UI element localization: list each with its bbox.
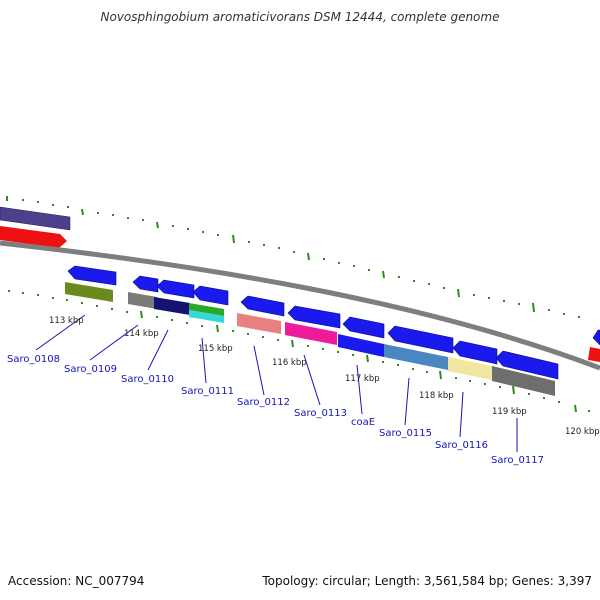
cyan-gene-block[interactable] [189,310,224,323]
gene-label-saro-0109[interactable]: Saro_0109 [64,364,117,375]
olive-gene-block[interactable] [65,282,113,302]
tick-label: 113 kbp [49,316,84,326]
salmon-gene-block[interactable] [237,313,281,334]
gene-arrow-saro-0112[interactable] [240,295,285,317]
genome-backbone [0,240,600,371]
magenta-gene-block[interactable] [285,322,337,345]
grey-gene-block-left[interactable] [128,292,157,309]
blue-gene-block[interactable] [338,334,384,357]
tick-label: 118 kbp [419,391,454,401]
gene-arrow-saro-0108[interactable] [67,265,117,286]
gene-arrow-saro-0110b[interactable] [156,279,195,299]
tick-label: 119 kbp [492,407,527,417]
gene-arrow-saro-0115[interactable] [387,325,454,354]
tick-labels: 113 kbp 114 kbp 115 kbp 116 kbp 117 kbp … [49,316,600,437]
gene-arrow-saro-0117[interactable] [495,350,559,380]
gene-arrow-saro-0113[interactable] [287,305,341,329]
tick-label: 115 kbp [198,344,233,354]
gene-label-saro-0115[interactable]: Saro_0115 [379,428,432,439]
gene-label-saro-0116[interactable]: Saro_0116 [435,440,488,451]
navy-gene-block[interactable] [154,297,190,315]
map-title: Novosphingobium aromaticivorans DSM 1244… [100,10,500,24]
gene-label-saro-0111[interactable]: Saro_0111 [181,386,234,397]
accession-text: Accession: NC_007794 [8,574,145,588]
tick-label: 120 kbp [565,427,600,437]
gene-arrow-edge[interactable] [592,329,600,346]
gene-labels: Saro_0108 Saro_0109 Saro_0110 Saro_0111 … [7,354,544,466]
gene-label-saro-0108[interactable]: Saro_0108 [7,354,60,365]
label-leader-lines [35,314,518,452]
gene-label-saro-0113[interactable]: Saro_0113 [294,408,347,419]
khaki-gene-block[interactable] [448,357,492,380]
red-edge-block[interactable] [588,347,600,362]
gene-label-saro-0112[interactable]: Saro_0112 [237,397,290,408]
gene-arrow-saro-0116[interactable] [452,340,498,365]
outer-dots [22,199,580,318]
tick-label: 114 kbp [124,329,159,339]
gene-label-saro-0117[interactable]: Saro_0117 [491,455,544,466]
gene-arrow-coae[interactable] [342,316,385,339]
gene-arrow-saro-0111[interactable] [192,285,229,306]
steelblue-gene-block[interactable] [384,344,448,370]
tick-label: 117 kbp [345,374,380,384]
gene-arrow-saro-0110a[interactable] [132,275,159,293]
red-cds-arrow[interactable] [0,226,67,248]
outer-tick-track [6,196,535,313]
grey-gene-block-right[interactable] [492,366,555,396]
purple-gene-block[interactable] [0,206,71,231]
tick-label: 116 kbp [272,358,307,368]
gene-label-coae[interactable]: coaE [351,417,375,428]
green-gene-block[interactable] [189,303,224,316]
inner-tick-track [140,310,577,413]
genome-stats-text: Topology: circular; Length: 3,561,584 bp… [262,574,592,588]
gene-arrows [67,265,600,380]
inner-dots [8,290,590,412]
gene-label-saro-0110[interactable]: Saro_0110 [121,374,174,385]
